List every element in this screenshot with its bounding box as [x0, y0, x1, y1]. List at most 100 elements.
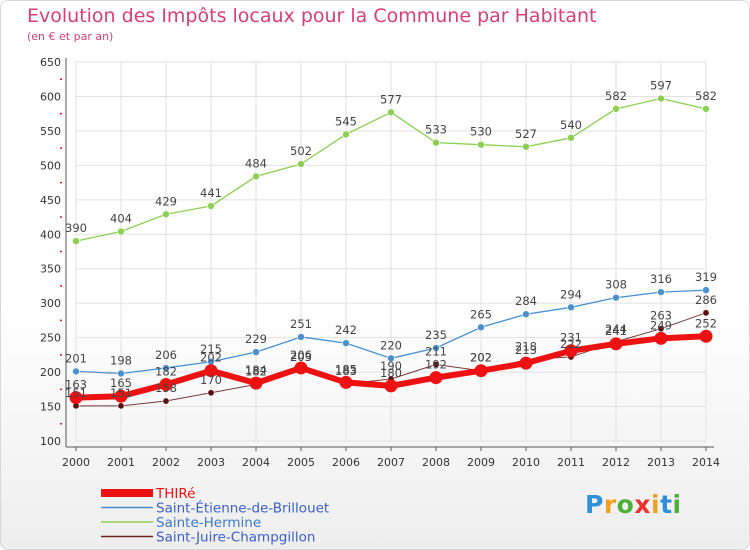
data-label: 294 — [560, 287, 582, 301]
legend-item: Saint-Étienne-de-Brillouet — [101, 500, 329, 517]
data-label: 201 — [65, 351, 87, 365]
logo-letter: o — [616, 490, 635, 519]
data-label: 308 — [605, 278, 627, 292]
data-label: 286 — [695, 293, 717, 307]
data-label: 527 — [515, 127, 537, 141]
data-label: 582 — [605, 89, 627, 103]
data-label: 284 — [515, 294, 537, 308]
data-label: 533 — [425, 123, 447, 137]
data-point — [162, 210, 170, 219]
data-point — [612, 105, 620, 113]
data-point — [252, 348, 260, 356]
logo-letter: t — [660, 490, 673, 519]
data-label: 182 — [155, 364, 177, 378]
data-label: 251 — [290, 317, 312, 331]
legend-label: Saint-Juire-Champgillon — [156, 530, 315, 546]
data-point — [432, 138, 440, 147]
data-label: 198 — [110, 353, 132, 367]
data-label: 211 — [425, 345, 447, 359]
x-tick-label: 2010 — [512, 456, 540, 469]
data-label: 545 — [335, 114, 357, 128]
y-tick-label: 300 — [40, 297, 61, 310]
data-label: 202 — [470, 351, 492, 365]
y-tick-label: 150 — [40, 401, 61, 414]
data-label: 249 — [650, 318, 672, 332]
data-point — [657, 94, 665, 103]
x-tick-label: 2003 — [197, 456, 225, 469]
data-point — [384, 379, 398, 393]
data-point — [72, 367, 80, 376]
x-tick-label: 2000 — [62, 456, 90, 469]
data-label: 429 — [155, 194, 177, 208]
y-tick-label: 200 — [40, 366, 61, 379]
data-point — [432, 361, 440, 369]
data-point — [207, 389, 215, 397]
x-tick-label: 2008 — [422, 456, 450, 469]
data-label: 206 — [155, 348, 177, 362]
data-point — [252, 172, 260, 181]
data-label: 441 — [200, 186, 222, 200]
data-point — [429, 371, 443, 385]
data-point — [702, 309, 710, 317]
legend-label: Sainte-Hermine — [156, 515, 261, 531]
data-point — [69, 391, 83, 405]
data-point — [159, 377, 173, 391]
y-tick-label: 500 — [40, 159, 61, 172]
data-point — [114, 389, 128, 403]
data-label: 404 — [110, 212, 132, 226]
data-label: 540 — [560, 118, 582, 132]
data-label: 190 — [380, 359, 402, 373]
data-label: 151 — [65, 386, 87, 400]
data-point — [702, 286, 710, 294]
data-point — [207, 202, 215, 210]
data-point — [339, 375, 353, 389]
legend-item: Saint-Juire-Champgillon — [101, 530, 315, 546]
data-point — [519, 356, 533, 370]
proxiti-logo: Proxiti — [585, 490, 682, 519]
data-label: 165 — [110, 376, 132, 390]
data-label: 222 — [560, 337, 582, 351]
chart-subtitle: (en € et par an) — [27, 30, 114, 43]
data-label: 163 — [65, 378, 87, 392]
data-label: 316 — [650, 272, 672, 286]
data-point — [72, 237, 80, 245]
data-label: 184 — [245, 363, 267, 377]
data-label: 206 — [290, 348, 312, 362]
data-point — [249, 376, 263, 390]
data-label: 265 — [470, 307, 492, 321]
data-point — [117, 402, 125, 410]
series-sainte-hermine — [72, 94, 710, 245]
data-label: 180 — [380, 366, 402, 380]
x-tick-label: 2013 — [647, 456, 675, 469]
logo-letter: i — [651, 490, 661, 519]
data-point — [387, 108, 395, 117]
x-tick-label: 2005 — [287, 456, 315, 469]
data-point — [117, 227, 125, 236]
data-label: 158 — [155, 381, 177, 395]
x-tick-label: 2002 — [152, 456, 180, 469]
data-label: 182 — [245, 364, 267, 378]
data-label: 263 — [650, 309, 672, 323]
legend-item: Sainte-Hermine — [101, 515, 261, 531]
y-tick-label: 450 — [40, 194, 61, 207]
y-tick-label: 400 — [40, 228, 61, 241]
data-label: 241 — [605, 324, 627, 338]
data-label: 202 — [200, 351, 222, 365]
y-tick-label: 100 — [40, 435, 61, 448]
data-label: 577 — [380, 92, 402, 106]
data-point — [297, 333, 305, 341]
data-label: 218 — [515, 340, 537, 354]
data-point — [297, 160, 305, 168]
data-point — [612, 293, 620, 302]
logo-letter: x — [634, 490, 651, 519]
x-tick-label: 2001 — [107, 456, 135, 469]
legend-label: Saint-Étienne-de-Brillouet — [156, 500, 329, 517]
logo-letter: r — [603, 490, 617, 519]
y-tick-label: 600 — [40, 90, 61, 103]
y-tick-label: 350 — [40, 263, 61, 276]
data-label: 242 — [335, 323, 357, 337]
data-label: 484 — [245, 156, 267, 170]
y-tick-label: 550 — [40, 125, 61, 138]
x-tick-label: 2014 — [692, 456, 720, 469]
